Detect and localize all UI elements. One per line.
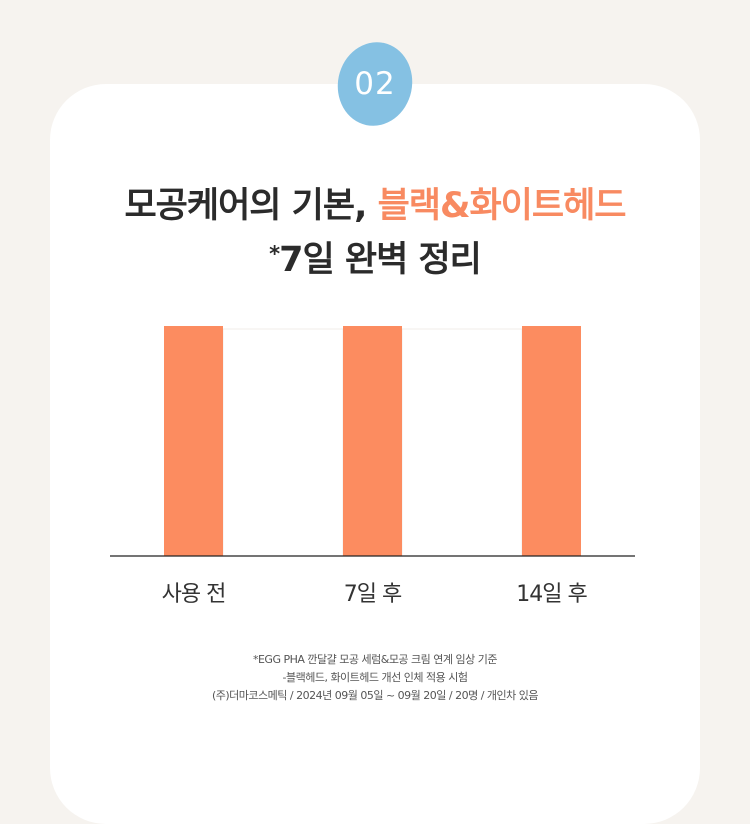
- x-tick-label: 7일 후: [343, 582, 402, 607]
- headline-prefix: 모공케어의 기본,: [124, 186, 378, 226]
- step-number-label: 02: [354, 66, 396, 102]
- headline-subtitle: 7일 완벽 정리: [279, 240, 482, 280]
- footnote-line: (주)더마코스메틱 / 2024년 09월 05일 ~ 09월 20일 / 20…: [211, 689, 539, 702]
- footnote-line: -블랙헤드, 화이트헤드 개선 인체 적용 시험: [282, 671, 469, 684]
- footnote-line: *EGG PHA 깐달걀 모공 세럼&모공 크림 연계 임상 기준: [252, 653, 498, 666]
- x-tick-label: 14일 후: [516, 582, 587, 607]
- clinical-test-footnotes: *EGG PHA 깐달걀 모공 세럼&모공 크림 연계 임상 기준 -블랙헤드,…: [50, 651, 700, 705]
- headline: 모공케어의 기본, 블랙&화이트헤드 *7일 완벽 정리: [50, 182, 700, 284]
- x-tick-label: 사용 전: [161, 582, 227, 607]
- headline-accent: 블랙&화이트헤드: [377, 186, 627, 226]
- headline-asterisk: *: [269, 242, 280, 266]
